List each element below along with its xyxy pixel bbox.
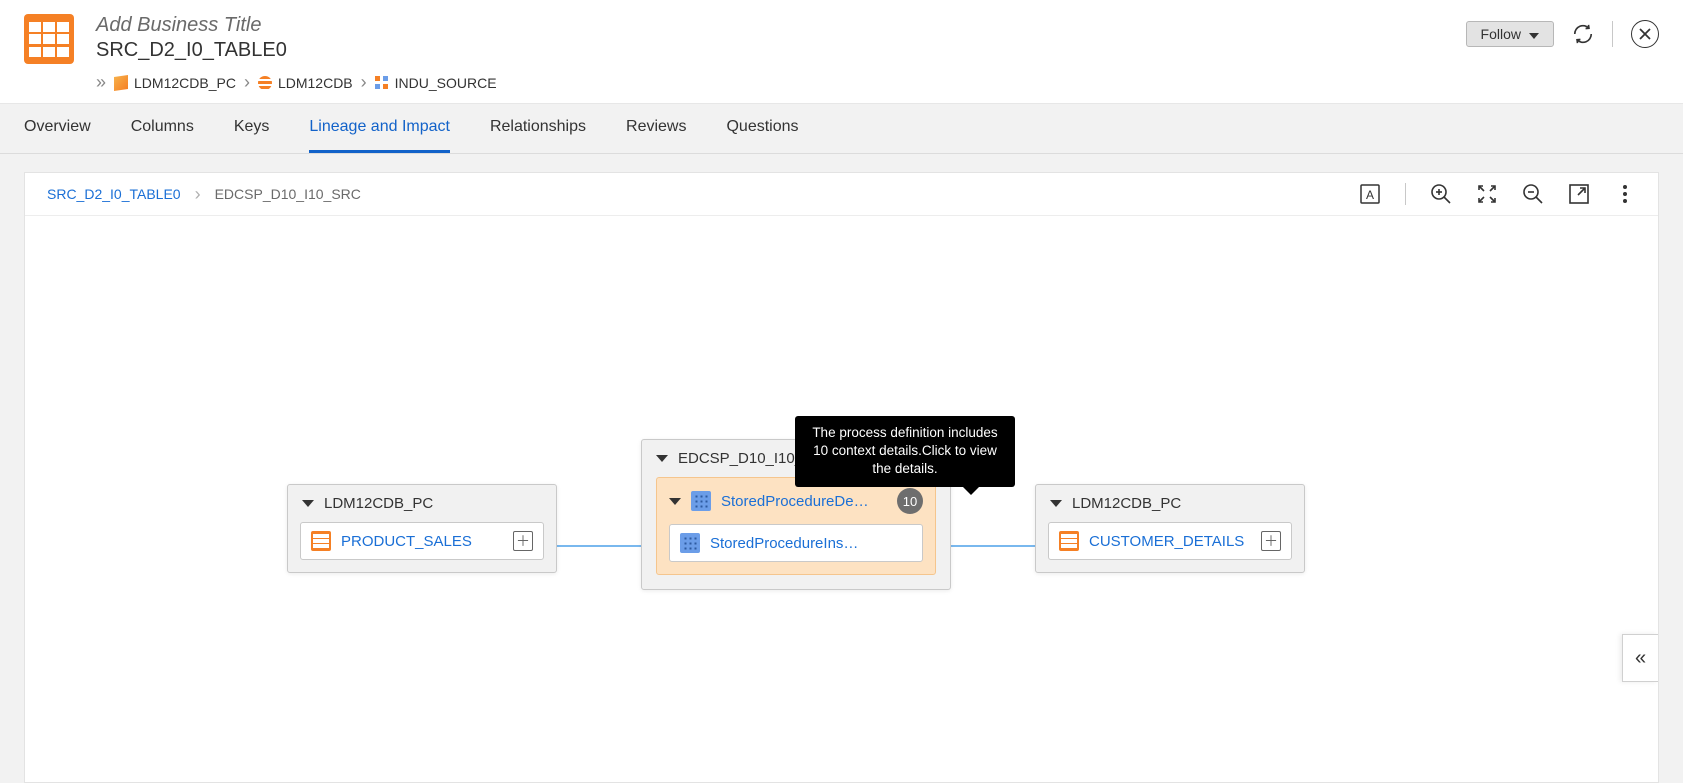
collapse-caret-icon[interactable] xyxy=(302,500,314,507)
sp-def-label: StoredProcedureDefi... xyxy=(721,493,871,510)
asset-name: SRC_D2_I0_TABLE0 xyxy=(96,39,1466,62)
tab-relationships[interactable]: Relationships xyxy=(490,104,586,153)
tab-bar: Overview Columns Keys Lineage and Impact… xyxy=(0,104,1683,154)
breadcrumb-schema[interactable]: INDU_SOURCE xyxy=(375,75,497,91)
chevron-down-icon xyxy=(1529,26,1539,42)
chevron-icon xyxy=(195,184,201,205)
refresh-icon[interactable] xyxy=(1572,23,1594,45)
database-icon xyxy=(258,76,272,90)
stored-procedure-icon xyxy=(680,533,700,553)
diagram-breadcrumb: SRC_D2_I0_TABLE0 EDCSP_D10_I10_SRC xyxy=(47,184,361,205)
asset-label: CUSTOMER_DETAILS xyxy=(1089,533,1244,550)
tab-questions[interactable]: Questions xyxy=(726,104,798,153)
diagram-breadcrumb-link[interactable]: SRC_D2_I0_TABLE0 xyxy=(47,186,181,202)
stored-procedure-icon xyxy=(691,491,711,511)
auto-layout-icon[interactable]: A xyxy=(1359,183,1381,205)
fullscreen-icon[interactable] xyxy=(1568,183,1590,205)
collapse-caret-icon[interactable] xyxy=(669,498,681,505)
lineage-canvas: SRC_D2_I0_TABLE0 EDCSP_D10_I10_SRC A xyxy=(24,172,1659,783)
follow-label: Follow xyxy=(1481,26,1521,42)
schema-icon xyxy=(375,76,389,90)
svg-text:A: A xyxy=(1366,188,1374,202)
breadcrumb-label: LDM12CDB xyxy=(278,75,353,91)
node-title: LDM12CDB_PC xyxy=(324,495,433,512)
breadcrumb-label: LDM12CDB_PC xyxy=(134,75,236,91)
tab-lineage[interactable]: Lineage and Impact xyxy=(309,104,450,153)
diagram-breadcrumb-current: EDCSP_D10_I10_SRC xyxy=(215,186,361,202)
follow-button[interactable]: Follow xyxy=(1466,21,1554,47)
tab-columns[interactable]: Columns xyxy=(131,104,194,153)
collapse-caret-icon[interactable] xyxy=(656,455,668,462)
asset-label: PRODUCT_SALES xyxy=(341,533,472,550)
chevron-icon xyxy=(361,72,367,93)
tab-keys[interactable]: Keys xyxy=(234,104,270,153)
fit-screen-icon[interactable] xyxy=(1476,183,1498,205)
canvas-container: SRC_D2_I0_TABLE0 EDCSP_D10_I10_SRC A xyxy=(0,154,1683,783)
collapse-panel-button[interactable]: « xyxy=(1622,634,1658,682)
header-actions: Follow xyxy=(1466,14,1659,48)
canvas-toolbar: SRC_D2_I0_TABLE0 EDCSP_D10_I10_SRC A xyxy=(25,173,1658,216)
lineage-asset-customer-details[interactable]: CUSTOMER_DETAILS ＋ xyxy=(1048,522,1292,560)
expand-icon[interactable]: ＋ xyxy=(1261,531,1281,551)
breadcrumb-label: INDU_SOURCE xyxy=(395,75,497,91)
badge-tooltip: The process definition includes 10 conte… xyxy=(795,416,1015,487)
table-icon xyxy=(1059,531,1079,551)
breadcrumb-database[interactable]: LDM12CDB xyxy=(258,75,353,91)
business-title-placeholder[interactable]: Add Business Title xyxy=(96,14,1466,37)
divider xyxy=(1612,21,1613,47)
lineage-asset-product-sales[interactable]: PRODUCT_SALES ＋ xyxy=(300,522,544,560)
table-icon xyxy=(311,531,331,551)
node-title: LDM12CDB_PC xyxy=(1072,495,1181,512)
breadcrumb-resource[interactable]: LDM12CDB_PC xyxy=(114,75,236,91)
lineage-diagram[interactable]: LDM12CDB_PC PRODUCT_SALES ＋ EDCSP_D10_I1… xyxy=(25,219,1658,782)
resource-icon xyxy=(114,75,128,91)
page-header: Add Business Title SRC_D2_I0_TABLE0 LDM1… xyxy=(0,0,1683,104)
divider xyxy=(1405,183,1406,205)
context-details-badge[interactable]: 10 xyxy=(897,488,923,514)
stored-procedure-instance[interactable]: StoredProcedureInsta... xyxy=(669,524,923,562)
collapse-caret-icon[interactable] xyxy=(1050,500,1062,507)
lineage-node-right[interactable]: LDM12CDB_PC CUSTOMER_DETAILS ＋ xyxy=(1035,484,1305,573)
chevron-icon xyxy=(244,72,250,93)
header-titles: Add Business Title SRC_D2_I0_TABLE0 LDM1… xyxy=(96,14,1466,103)
close-button[interactable] xyxy=(1631,20,1659,48)
canvas-tools: A xyxy=(1359,183,1636,205)
expand-icon[interactable]: ＋ xyxy=(513,531,533,551)
zoom-in-icon[interactable] xyxy=(1430,183,1452,205)
asset-type-icon xyxy=(24,14,74,64)
lineage-node-left[interactable]: LDM12CDB_PC PRODUCT_SALES ＋ xyxy=(287,484,557,573)
tab-overview[interactable]: Overview xyxy=(24,104,91,153)
kebab-menu[interactable] xyxy=(1614,183,1636,205)
tab-reviews[interactable]: Reviews xyxy=(626,104,686,153)
header-breadcrumb: LDM12CDB_PC LDM12CDB INDU_SOURCE xyxy=(96,72,1466,103)
sp-inst-label: StoredProcedureInsta... xyxy=(710,535,860,552)
stored-procedure-definition[interactable]: StoredProcedureDefi... 10 StoredProcedur… xyxy=(656,477,936,575)
chevron-double-icon xyxy=(96,72,106,93)
zoom-out-icon[interactable] xyxy=(1522,183,1544,205)
